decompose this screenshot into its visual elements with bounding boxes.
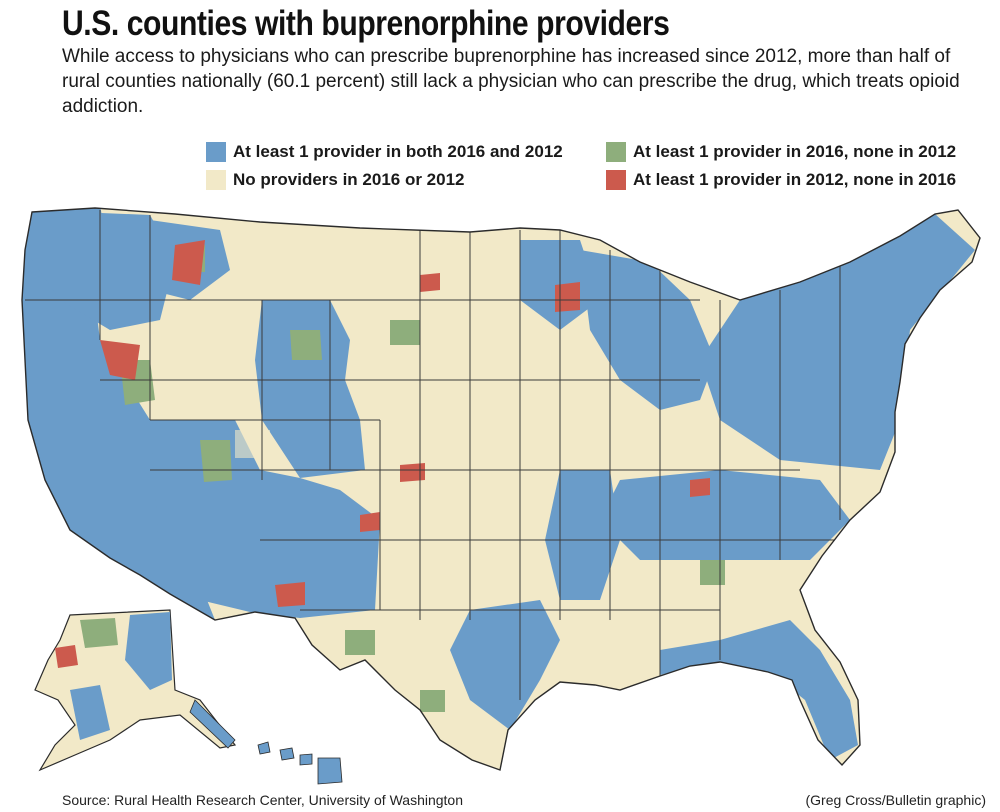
region-east-texas	[450, 600, 560, 730]
patch-nd-red	[420, 273, 440, 292]
patch-colorado-red	[360, 512, 380, 532]
region-missouri-arkansas	[545, 470, 620, 600]
patch-idaho-red	[172, 240, 205, 285]
patch-montana-green	[290, 330, 322, 360]
hawaii-island-3	[299, 753, 313, 766]
map-subtitle: While access to physicians who can presc…	[62, 46, 960, 117]
source-note: Source: Rural Health Research Center, Un…	[62, 792, 463, 808]
alaska	[34, 609, 237, 772]
patch-texas-green-2	[420, 690, 445, 712]
patch-nevada-red	[100, 340, 140, 380]
patch-ohio-red	[690, 478, 710, 497]
legend-item-both: At least 1 provider in both 2016 and 201…	[206, 142, 563, 162]
legend-label-new-2016: At least 1 provider in 2016, none in 201…	[633, 142, 957, 161]
patch-texas-green	[345, 630, 375, 655]
hawaii-island-4	[317, 757, 343, 785]
state-lines	[25, 210, 850, 700]
alaska-red	[55, 645, 78, 668]
map-title: U.S. counties with buprenorphine provide…	[62, 4, 670, 43]
region-gulf-florida	[660, 620, 858, 760]
hawaii-island-1	[257, 741, 271, 755]
legend-item-new-2016: At least 1 provider in 2016, none in 201…	[606, 142, 956, 162]
patch-utah-light	[235, 430, 270, 458]
legend-label-lost: At least 1 provider in 2012, none in 201…	[633, 170, 957, 189]
hawaii-island-2	[279, 747, 295, 761]
legend: At least 1 provider in both 2016 and 201…	[206, 142, 996, 194]
legend-swatch-new-2016	[606, 142, 626, 162]
region-great-lakes	[580, 250, 715, 410]
patch-kansas-red	[400, 463, 425, 482]
region-colorado-wyoming	[255, 300, 365, 478]
region-northeast	[700, 214, 975, 470]
legend-swatch-none	[206, 170, 226, 190]
legend-item-none: No providers in 2016 or 2012	[206, 170, 465, 190]
alaska-southeast	[189, 699, 236, 749]
conus-outline	[21, 207, 981, 771]
patch-wisconsin-red	[555, 282, 580, 312]
hawaii	[257, 741, 343, 785]
legend-label-none: No providers in 2016 or 2012	[233, 170, 465, 189]
legend-swatch-lost	[606, 170, 626, 190]
region-southeast-band	[600, 470, 850, 560]
alaska-blue-1	[125, 612, 172, 690]
legend-swatch-both	[206, 142, 226, 162]
patch-alabama-green	[700, 560, 725, 585]
graphic-credit: (Greg Cross/Bulletin graphic)	[805, 792, 986, 808]
patch-nm-red	[275, 582, 305, 607]
legend-label-both: At least 1 provider in both 2016 and 201…	[233, 142, 563, 161]
patch-dakota-green	[390, 320, 420, 345]
us-county-map	[21, 207, 981, 785]
conus-county-fill	[21, 207, 981, 771]
patch-utah-green	[200, 440, 232, 482]
alaska-blue-2	[70, 685, 110, 740]
legend-item-lost: At least 1 provider in 2012, none in 201…	[606, 170, 956, 190]
alaska-green	[80, 618, 118, 648]
